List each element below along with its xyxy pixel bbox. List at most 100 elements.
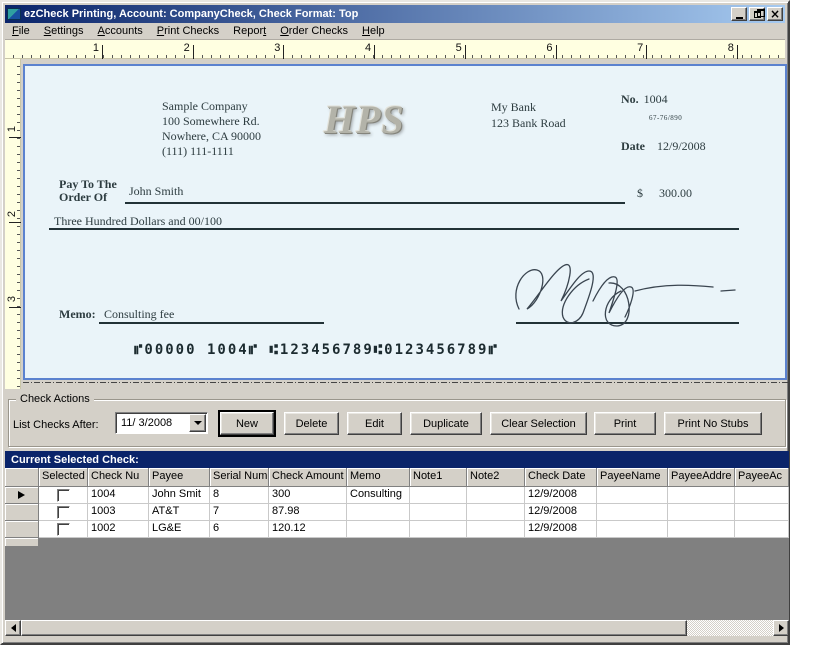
grid-cell[interactable]: [347, 521, 410, 538]
grid-cell[interactable]: 12/9/2008: [525, 504, 597, 521]
grid-cell[interactable]: [467, 487, 525, 504]
column-header-memo[interactable]: Memo: [347, 468, 410, 487]
grid-cell[interactable]: 300: [269, 487, 347, 504]
grid-cell[interactable]: 12/9/2008: [525, 521, 597, 538]
title-bar[interactable]: ezCheck Printing, Account: CompanyCheck,…: [5, 5, 785, 23]
hps-watermark-logo: HPS: [324, 97, 405, 142]
menu-accounts[interactable]: Accounts: [97, 25, 143, 37]
clear-selection-button[interactable]: Clear Selection: [490, 412, 587, 435]
menu-order-checks[interactable]: Order Checks: [280, 25, 349, 37]
column-header-check-date[interactable]: Check Date: [525, 468, 597, 487]
new-button-default-ring: New: [218, 410, 276, 437]
selected-checkbox[interactable]: [56, 522, 70, 536]
signature-line: [516, 322, 739, 324]
column-header-payeeaddre[interactable]: PayeeAddre: [668, 468, 735, 487]
horizontal-scrollbar[interactable]: [5, 620, 789, 636]
list-checks-after-date-picker[interactable]: 11/ 3/2008: [115, 412, 208, 434]
row-selector[interactable]: [5, 487, 39, 504]
grid-cell[interactable]: [347, 504, 410, 521]
grid-cell[interactable]: [467, 521, 525, 538]
grid-cell[interactable]: 12/9/2008: [525, 487, 597, 504]
grid-cell[interactable]: 8: [210, 487, 269, 504]
check-actions-group-label: Check Actions: [16, 393, 94, 405]
scroll-left-button[interactable]: [5, 620, 21, 636]
ruler-number: 6: [546, 42, 553, 54]
menu-settings[interactable]: Settings: [43, 25, 84, 37]
duplicate-button[interactable]: Duplicate: [410, 412, 482, 435]
table-row[interactable]: 1002 LG&E 6 120.12 12/9/2008: [5, 521, 789, 538]
edit-button[interactable]: Edit: [347, 412, 402, 435]
column-header-selected[interactable]: Selected: [39, 468, 88, 487]
grid-cell[interactable]: [467, 504, 525, 521]
delete-button[interactable]: Delete: [284, 412, 339, 435]
grid-cell[interactable]: [735, 504, 789, 521]
restore-button[interactable]: [749, 7, 765, 21]
menu-print-checks[interactable]: Print Checks: [156, 25, 220, 37]
grid-cell[interactable]: 1004: [88, 487, 149, 504]
column-header-payee[interactable]: Payee: [149, 468, 210, 487]
menu-report[interactable]: Report: [233, 25, 267, 37]
grid-cell[interactable]: LG&E: [149, 521, 210, 538]
date-picker-dropdown-button[interactable]: [189, 414, 206, 432]
grid-cell[interactable]: [597, 504, 668, 521]
grid-cell[interactable]: 1002: [88, 521, 149, 538]
selected-cell[interactable]: [39, 521, 88, 538]
micr-line: ⑈00000 1004⑈ ⑆123456789⑆0123456789⑈: [134, 342, 499, 358]
new-button[interactable]: New: [220, 412, 274, 435]
minimize-button[interactable]: [731, 7, 747, 21]
grid-cell[interactable]: [735, 487, 789, 504]
ruler-number: 1: [92, 42, 99, 54]
check-actions-groupbox: [8, 399, 786, 447]
column-header-check-amount[interactable]: Check Amount: [269, 468, 347, 487]
grid-cell[interactable]: 6: [210, 521, 269, 538]
column-header-payeename[interactable]: PayeeName: [597, 468, 668, 487]
column-header-note1[interactable]: Note1: [410, 468, 467, 487]
company-address-block: Sample Company 100 Somewhere Rd. Nowhere…: [162, 99, 261, 158]
grid-cell[interactable]: John Smit: [149, 487, 210, 504]
scrollbar-thumb[interactable]: [21, 620, 687, 636]
print-no-stubs-button[interactable]: Print No Stubs: [664, 412, 762, 435]
grid-cell[interactable]: 1003: [88, 504, 149, 521]
bank-address-block: My Bank 123 Bank Road: [491, 100, 566, 130]
row-selector[interactable]: [5, 504, 39, 521]
grid-cell[interactable]: Consulting: [347, 487, 410, 504]
column-header-serial-num[interactable]: Serial Num: [210, 468, 269, 487]
selected-checkbox[interactable]: [56, 505, 70, 519]
grid-cell[interactable]: [597, 521, 668, 538]
selected-cell[interactable]: [39, 504, 88, 521]
menu-file[interactable]: File: [12, 25, 30, 37]
ruler-number: 3: [274, 42, 281, 54]
column-header-check-nu[interactable]: Check Nu: [88, 468, 149, 487]
table-row[interactable]: 1003 AT&T 7 87.98 12/9/2008: [5, 504, 789, 521]
menu-help[interactable]: Help: [362, 25, 385, 37]
check-preview[interactable]: Sample Company 100 Somewhere Rd. Nowhere…: [23, 64, 787, 380]
scroll-right-button[interactable]: [773, 620, 789, 636]
grid-cell[interactable]: [668, 504, 735, 521]
grid-cell[interactable]: [410, 487, 467, 504]
column-header-payeeac[interactable]: PayeeAc: [735, 468, 789, 487]
ruler-number: 2: [183, 42, 190, 54]
print-button[interactable]: Print: [594, 412, 656, 435]
grid-cell[interactable]: [597, 487, 668, 504]
memo-label: Memo:: [59, 307, 96, 321]
grid-cell[interactable]: 87.98: [269, 504, 347, 521]
close-icon: ×: [769, 7, 781, 21]
grid-cell[interactable]: AT&T: [149, 504, 210, 521]
checks-data-grid[interactable]: Selected Check Nu Payee Serial Num Check Amo…: [5, 468, 789, 620]
column-header-note2[interactable]: Note2: [467, 468, 525, 487]
row-selector-header[interactable]: [5, 468, 39, 487]
grid-cell[interactable]: [410, 504, 467, 521]
row-selector[interactable]: [5, 521, 39, 538]
grid-cell[interactable]: [668, 487, 735, 504]
selected-checkbox[interactable]: [56, 488, 70, 502]
selected-cell[interactable]: [39, 487, 88, 504]
memo-value: Consulting fee: [104, 307, 175, 321]
grid-cell[interactable]: [668, 521, 735, 538]
grid-cell[interactable]: [410, 521, 467, 538]
grid-cell[interactable]: 7: [210, 504, 269, 521]
table-row[interactable]: 1004 John Smit 8 300 Consulting 12/9/2008: [5, 487, 789, 504]
grid-cell[interactable]: [735, 521, 789, 538]
ruler-number: 1: [6, 125, 18, 133]
grid-cell[interactable]: 120.12: [269, 521, 347, 538]
close-button[interactable]: ×: [767, 7, 783, 21]
